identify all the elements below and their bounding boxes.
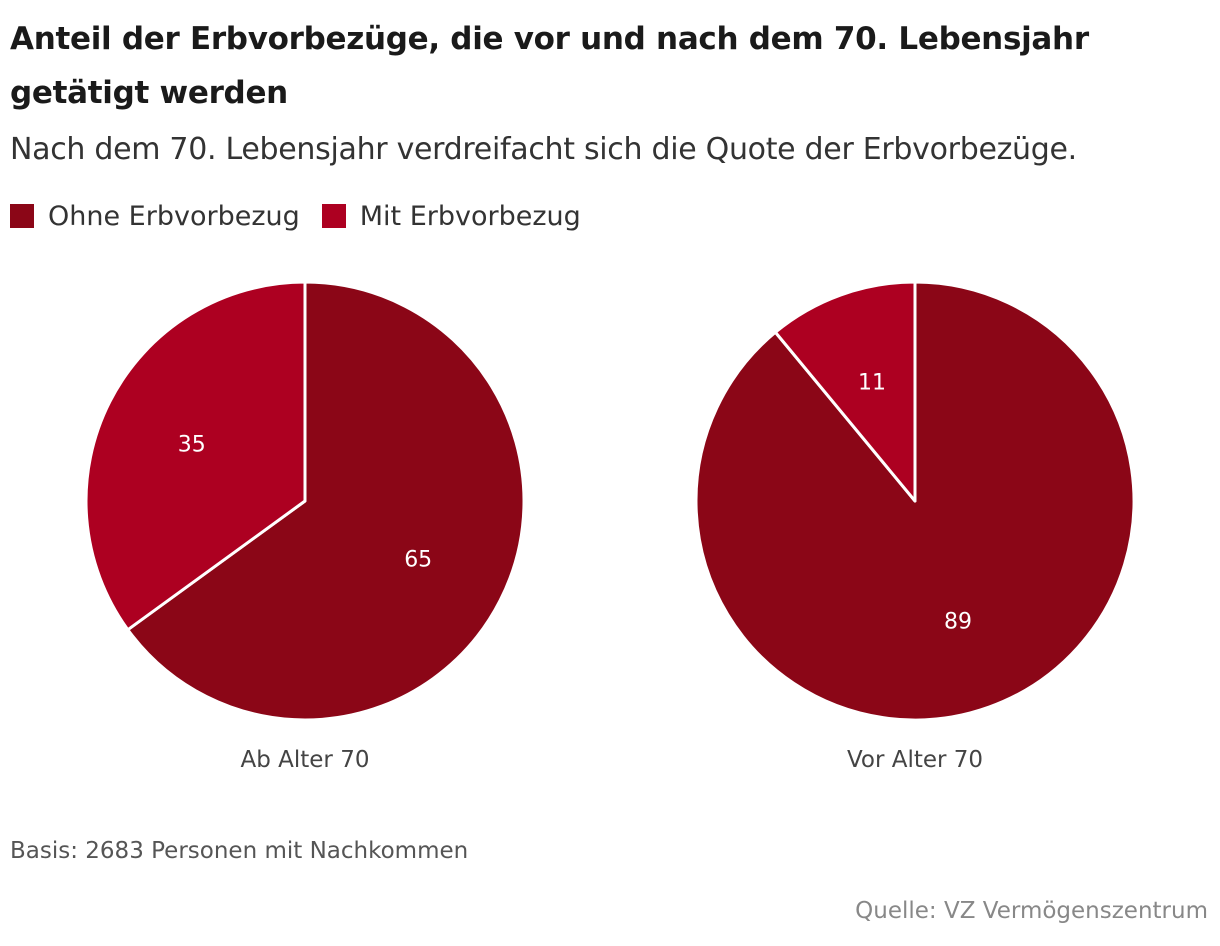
chart-title: Anteil der Erbvorbezüge, die vor und nac… (10, 21, 1089, 111)
pie-ab-alter-70: 65 35 (84, 280, 526, 722)
pie-charts: 65 35 89 11 Ab Alter 70 Vor Alter 70 (84, 280, 1136, 773)
slice-value-label: 65 (404, 548, 432, 573)
legend-item-ohne: Ohne Erbvorbezug (10, 201, 300, 232)
legend-swatch-ohne (10, 204, 34, 228)
legend-label-ohne: Ohne Erbvorbezug (48, 200, 300, 232)
pie-slice-ohne (126, 280, 526, 722)
slice-value-label: 89 (944, 610, 972, 635)
facet-label-ab-alter-70: Ab Alter 70 (241, 747, 370, 773)
legend: Ohne Erbvorbezug Mit Erbvorbezug (10, 198, 603, 234)
legend-item-mit: Mit Erbvorbezug (321, 200, 581, 232)
slice-value-label: 35 (178, 432, 206, 457)
chart-subtitle: Nach dem 70. Lebensjahr verdreifacht sic… (10, 132, 1077, 167)
source-note: Quelle: VZ Vermögenszentrum (855, 898, 1208, 924)
pie-slice-mit (773, 280, 917, 503)
footnote-basis: Basis: 2683 Personen mit Nachkommen (10, 838, 469, 864)
facet-label-vor-alter-70: Vor Alter 70 (847, 747, 983, 773)
legend-swatch-mit (321, 204, 346, 228)
legend-label-mit: Mit Erbvorbezug (359, 200, 581, 232)
pie-slice-mit (84, 280, 307, 632)
slice-value-label: 11 (858, 371, 886, 396)
pie-vor-alter-70: 89 11 (694, 280, 1136, 722)
